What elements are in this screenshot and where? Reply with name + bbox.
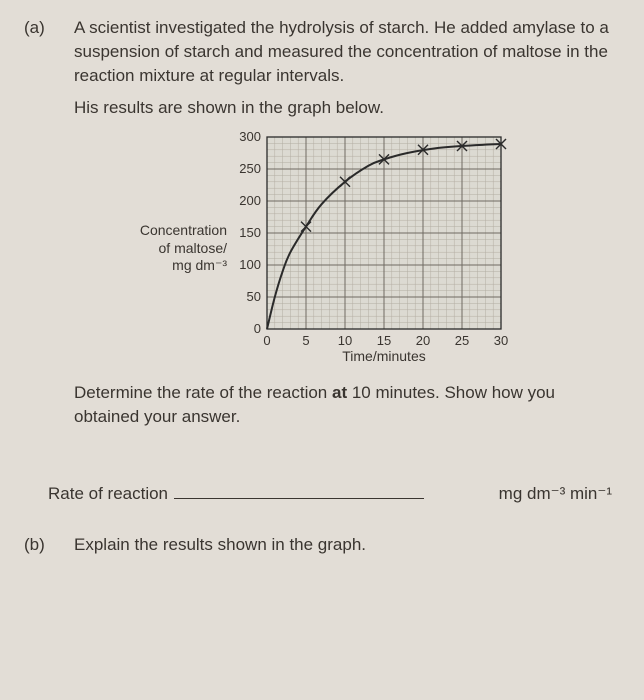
qa-label: (a) xyxy=(24,16,58,88)
svg-text:100: 100 xyxy=(239,257,261,272)
svg-text:150: 150 xyxy=(239,225,261,240)
svg-text:Time/minutes: Time/minutes xyxy=(342,348,426,364)
qb-label: (b) xyxy=(24,533,58,557)
svg-text:300: 300 xyxy=(239,131,261,144)
svg-text:0: 0 xyxy=(263,333,270,348)
question-a-row: (a) A scientist investigated the hydroly… xyxy=(24,16,620,88)
svg-text:250: 250 xyxy=(239,161,261,176)
svg-text:15: 15 xyxy=(377,333,391,348)
svg-text:200: 200 xyxy=(239,193,261,208)
svg-text:5: 5 xyxy=(302,333,309,348)
svg-text:25: 25 xyxy=(455,333,469,348)
svg-text:30: 30 xyxy=(494,333,508,348)
chart-y-axis-label: Concentrationof maltose/mg dm⁻³ xyxy=(131,222,227,275)
qa-body-3: Determine the rate of the reaction at 10… xyxy=(24,381,620,429)
rate-label: Rate of reaction xyxy=(48,482,168,506)
rate-unit: mg dm⁻³ min⁻¹ xyxy=(499,482,612,506)
maltose-concentration-chart: 0 50 100 150 200 250 300 0 5 10 15 20 25 30 Time/minut… xyxy=(233,131,513,367)
page: (a) A scientist investigated the hydroly… xyxy=(0,0,644,557)
qb-body: Explain the results shown in the graph. xyxy=(74,533,620,557)
chart-container: Concentrationof maltose/mg dm⁻³ 05010015… xyxy=(24,131,620,367)
question-b-row: (b) Explain the results shown in the gra… xyxy=(24,533,620,557)
rate-answer-row: Rate of reaction mg dm⁻³ min⁻¹ xyxy=(24,481,620,507)
qa-body-1: A scientist investigated the hydrolysis … xyxy=(74,16,620,88)
rate-answer-blank xyxy=(174,481,424,500)
svg-text:0: 0 xyxy=(254,321,261,336)
svg-text:20: 20 xyxy=(416,333,430,348)
qa-body-2: His results are shown in the graph below… xyxy=(24,96,620,120)
qa-body-3a: Determine the rate of the reaction xyxy=(74,383,332,402)
svg-text:50: 50 xyxy=(247,289,261,304)
svg-text:10: 10 xyxy=(338,333,352,348)
qa-body-3-bold: at xyxy=(332,383,347,402)
